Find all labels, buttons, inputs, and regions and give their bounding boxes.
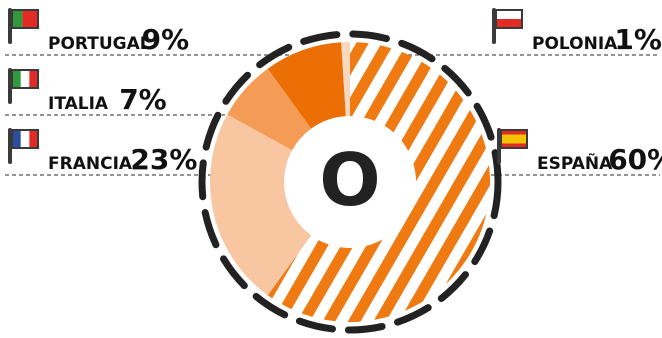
slice-italia bbox=[227, 68, 312, 151]
legend-value-italia: 7% bbox=[119, 83, 167, 116]
legend-label-polonia: POLONIA bbox=[532, 34, 618, 54]
legend-label-francia: FRANCIA bbox=[48, 154, 133, 174]
donut-slices bbox=[210, 42, 490, 322]
slice-espana bbox=[267, 42, 490, 322]
legend-label-portugal: PORTUGAL bbox=[48, 34, 151, 54]
portugal-flag-icon bbox=[8, 8, 39, 44]
italy-flag-icon bbox=[8, 68, 39, 104]
center-symbol: O bbox=[319, 138, 380, 222]
poland-flag-icon bbox=[492, 8, 523, 44]
spain-flag-icon bbox=[497, 128, 528, 164]
legend-value-francia: 23% bbox=[130, 143, 197, 176]
slice-portugal bbox=[267, 42, 346, 129]
legend-value-portugal: 9% bbox=[142, 23, 190, 56]
legend-label-espana: ESPAÑA bbox=[537, 151, 613, 174]
legend-value-espana: 60% bbox=[608, 143, 662, 176]
slice-polonia bbox=[341, 42, 350, 117]
france-flag-icon bbox=[8, 128, 39, 164]
legend-value-polonia: 1% bbox=[614, 23, 662, 56]
legend-label-italia: ITALIA bbox=[48, 94, 109, 114]
donut-outline bbox=[198, 30, 502, 334]
slice-francia bbox=[210, 114, 312, 296]
legend-entry-italia: ITALIA 7% bbox=[8, 68, 167, 116]
